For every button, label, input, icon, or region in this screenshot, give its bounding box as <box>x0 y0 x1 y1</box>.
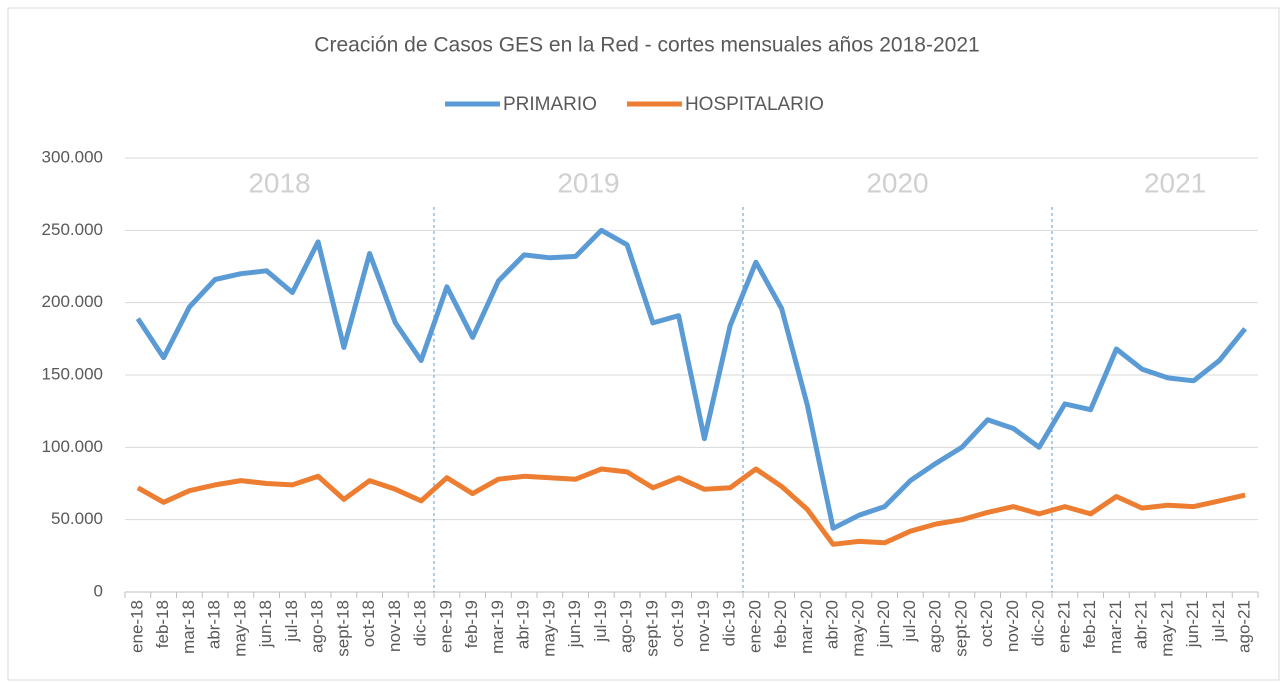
x-tick-label: feb-21 <box>1080 600 1099 648</box>
x-tick-label: may-19 <box>539 600 558 657</box>
x-tick-label: nov-20 <box>1003 600 1022 652</box>
x-tick-label: mar-18 <box>179 600 198 654</box>
year-label: 2019 <box>557 167 619 198</box>
x-tick-label: dic-20 <box>1029 600 1048 646</box>
x-tick-label: ene-19 <box>436 600 455 653</box>
legend-label: HOSPITALARIO <box>685 94 824 115</box>
x-tick-label: ene-21 <box>1054 600 1073 653</box>
y-tick-label: 100.000 <box>42 437 103 456</box>
x-tick-label: jul-18 <box>282 600 301 643</box>
year-label: 2021 <box>1144 167 1206 198</box>
x-tick-label: oct-19 <box>668 600 687 647</box>
x-tick-label: jun-18 <box>256 600 275 648</box>
x-tick-label: feb-20 <box>771 600 790 648</box>
x-tick-label: ago-19 <box>617 600 636 653</box>
x-tick-label: feb-18 <box>153 600 172 648</box>
y-tick-label: 200.000 <box>42 292 103 311</box>
x-tick-label: jul-20 <box>900 600 919 643</box>
x-tick-label: oct-20 <box>977 600 996 647</box>
chart-frame <box>7 7 1280 681</box>
chart-title: Creación de Casos GES en la Red - cortes… <box>314 34 979 57</box>
x-tick-label: nov-19 <box>694 600 713 652</box>
line-series <box>135 227 1248 531</box>
legend-label: PRIMARIO <box>503 94 597 115</box>
x-tick-label: abr-19 <box>514 600 533 649</box>
x-tick-label: jun-21 <box>1183 600 1202 648</box>
x-tick-label: abr-20 <box>823 600 842 649</box>
x-tick-label: abr-21 <box>1132 600 1151 649</box>
y-tick-label: 0 <box>94 581 103 600</box>
x-tick-label: ago-21 <box>1235 600 1254 653</box>
x-tick-label: jun-20 <box>874 600 893 648</box>
x-tick-label: jul-21 <box>1209 600 1228 643</box>
y-tick-label: 50.000 <box>51 509 103 528</box>
x-tick-label: jun-19 <box>565 600 584 648</box>
x-tick-label: nov-18 <box>385 600 404 652</box>
x-tick-label: abr-18 <box>205 600 224 649</box>
year-label: 2018 <box>248 167 310 198</box>
x-tick-label: mar-19 <box>488 600 507 654</box>
x-tick-label: ene-20 <box>745 600 764 653</box>
year-label: 2020 <box>866 167 928 198</box>
y-tick-label: 150.000 <box>42 364 103 383</box>
x-tick-label: feb-19 <box>462 600 481 648</box>
line-series <box>136 466 1246 547</box>
x-tick-label: dic-18 <box>411 600 430 646</box>
x-tick-label: oct-18 <box>359 600 378 647</box>
x-tick-label: may-20 <box>848 600 867 657</box>
y-tick-label: 250.000 <box>42 220 103 239</box>
x-tick-label: mar-20 <box>797 600 816 654</box>
x-tick-label: may-18 <box>230 600 249 657</box>
x-tick-label: ago-18 <box>308 600 327 653</box>
x-tick-label: dic-19 <box>720 600 739 646</box>
x-tick-label: sept-19 <box>642 600 661 657</box>
x-tick-label: sept-20 <box>951 600 970 657</box>
x-tick-label: ene-18 <box>127 600 146 653</box>
x-tick-label: mar-21 <box>1106 600 1125 654</box>
x-tick-label: jul-19 <box>591 600 610 643</box>
x-tick-label: ago-20 <box>926 600 945 653</box>
y-tick-label: 300.000 <box>42 147 103 166</box>
x-tick-label: may-21 <box>1157 600 1176 657</box>
x-tick-label: sept-18 <box>333 600 352 657</box>
